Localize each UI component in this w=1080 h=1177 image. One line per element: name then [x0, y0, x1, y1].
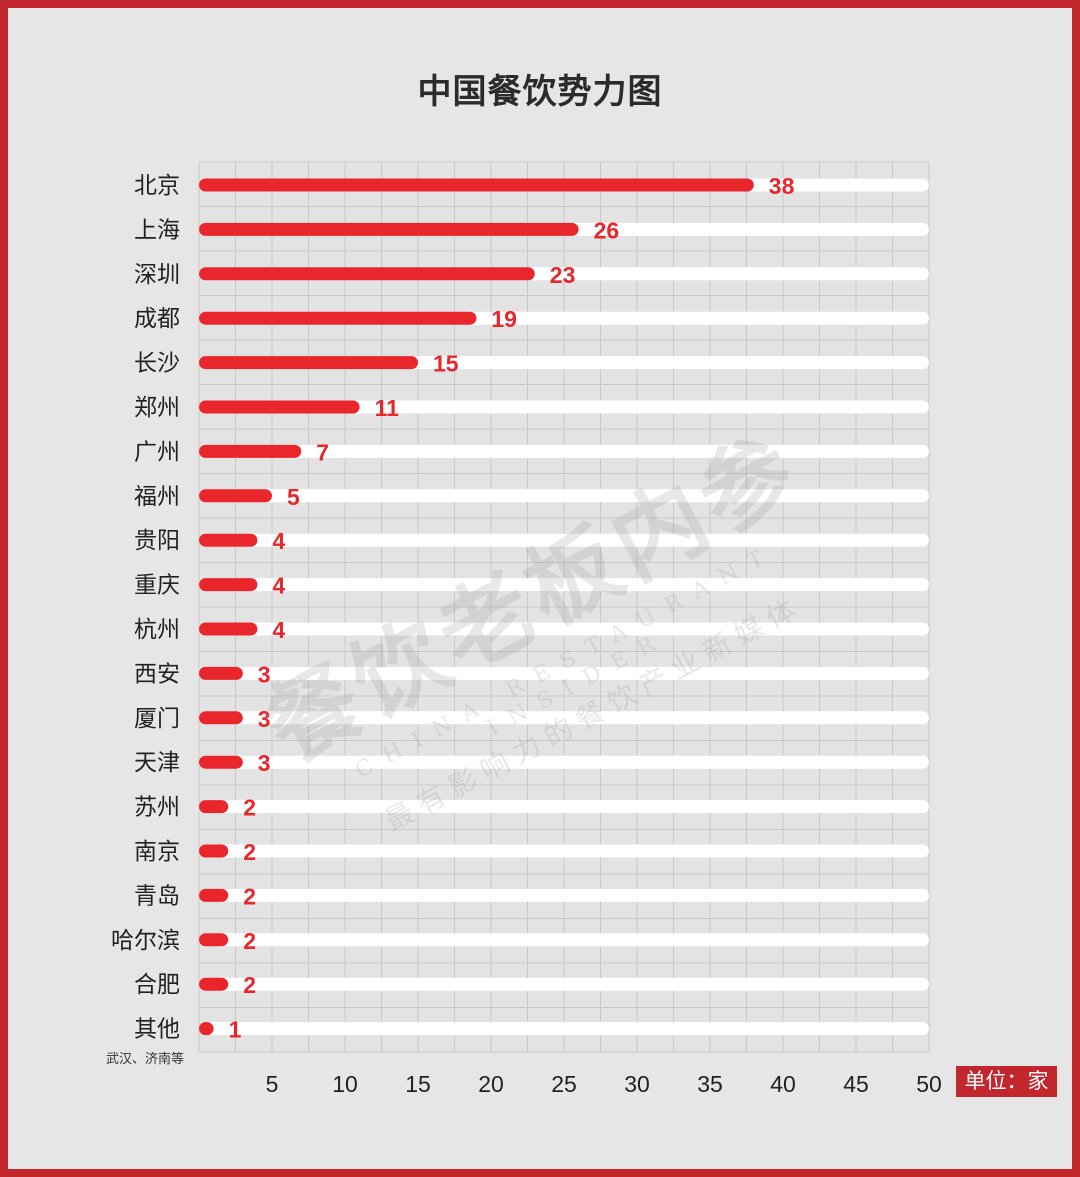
data-label: 3 — [258, 706, 271, 732]
bar — [199, 844, 229, 858]
x-tick-label: 40 — [770, 1071, 796, 1097]
bar — [199, 622, 258, 636]
bar — [199, 489, 272, 503]
data-label: 23 — [550, 262, 576, 288]
bar — [199, 666, 243, 680]
data-label: 4 — [272, 528, 285, 554]
category-label: 贵阳 — [134, 528, 180, 554]
category-label: 杭州 — [134, 617, 180, 643]
category-label: 西安 — [134, 661, 180, 687]
bar-track — [199, 444, 929, 458]
data-label: 1 — [229, 1017, 242, 1043]
bar-track — [199, 622, 929, 636]
bar — [199, 267, 535, 281]
data-label: 2 — [243, 883, 256, 909]
category-label: 天津 — [134, 750, 180, 776]
x-tick-label: 35 — [697, 1071, 723, 1097]
bar-track — [199, 977, 929, 991]
category-label: 长沙 — [134, 351, 180, 377]
data-label: 5 — [287, 484, 300, 510]
x-tick-label: 15 — [405, 1071, 431, 1097]
bar — [199, 444, 302, 458]
data-label: 3 — [258, 750, 271, 776]
category-label: 成都 — [134, 306, 180, 332]
x-tick-label: 5 — [266, 1071, 279, 1097]
bar — [199, 933, 229, 947]
bar — [199, 977, 229, 991]
bar — [199, 533, 258, 547]
category-label: 合肥 — [134, 972, 180, 998]
category-label: 重庆 — [134, 573, 180, 599]
x-tick-label: 45 — [843, 1071, 869, 1097]
category-label: 深圳 — [134, 262, 180, 288]
bar — [199, 178, 754, 192]
bar-track — [199, 800, 929, 814]
category-label: 苏州 — [134, 795, 180, 821]
category-label: 其他 — [134, 1017, 180, 1043]
data-label: 19 — [491, 306, 517, 332]
category-label: 青岛 — [134, 883, 180, 909]
category-label: 南京 — [134, 839, 180, 865]
bar-track — [199, 844, 929, 858]
bar — [199, 888, 229, 902]
bar — [199, 311, 477, 325]
bar-track — [199, 755, 929, 769]
data-label: 7 — [316, 439, 329, 465]
bar-track — [199, 400, 929, 414]
bar-track — [199, 489, 929, 503]
bar — [199, 711, 243, 725]
x-tick-label: 30 — [624, 1071, 650, 1097]
category-label: 北京 — [134, 173, 180, 199]
category-label: 福州 — [134, 484, 180, 510]
data-label: 15 — [433, 351, 459, 377]
x-tick-label: 20 — [478, 1071, 504, 1097]
bar — [199, 400, 360, 414]
data-label: 2 — [243, 928, 256, 954]
unit-badge: 单位：家 — [956, 1066, 1057, 1097]
data-label: 26 — [594, 217, 620, 243]
bar-track — [199, 578, 929, 592]
bar-track — [199, 933, 929, 947]
data-label: 2 — [243, 795, 256, 821]
bar-track — [199, 711, 929, 725]
category-label: 上海 — [134, 217, 180, 243]
data-label: 11 — [375, 395, 400, 421]
bar-track — [199, 666, 929, 680]
bar — [199, 755, 243, 769]
data-label: 38 — [769, 173, 795, 199]
chart-title: 中国餐饮势力图 — [417, 72, 663, 112]
category-label: 郑州 — [134, 395, 180, 421]
data-label: 4 — [272, 617, 285, 643]
x-tick-label: 10 — [332, 1071, 358, 1097]
category-label: 广州 — [134, 439, 180, 465]
x-tick-label: 50 — [916, 1071, 942, 1097]
category-label: 哈尔滨 — [111, 928, 180, 954]
bar — [199, 1022, 214, 1036]
bar — [199, 356, 418, 370]
bar-track — [199, 1022, 929, 1036]
category-label: 厦门 — [134, 706, 180, 732]
bar — [199, 578, 258, 592]
bar — [199, 800, 229, 814]
data-label: 2 — [243, 839, 256, 865]
bar-track — [199, 888, 929, 902]
data-label: 3 — [258, 661, 271, 687]
other-note: 武汉、济南等 — [105, 1052, 184, 1067]
x-tick-label: 25 — [551, 1071, 577, 1097]
data-label: 4 — [272, 573, 285, 599]
bar — [199, 222, 579, 236]
bar-track — [199, 533, 929, 547]
data-label: 2 — [243, 972, 256, 998]
